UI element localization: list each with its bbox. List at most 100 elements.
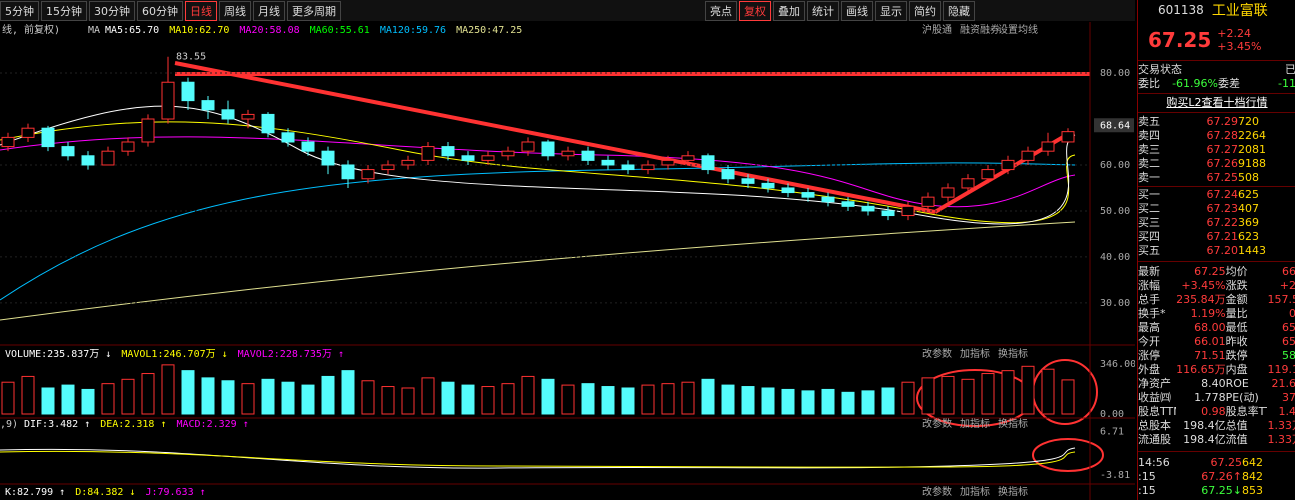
candle-body bbox=[381, 164, 395, 171]
info-row: 买一 67.24 625 bbox=[1138, 188, 1295, 202]
l2-link[interactable]: 购买L2查看十档行情 bbox=[1138, 93, 1295, 113]
tool-button[interactable]: 复权 bbox=[739, 1, 771, 21]
candle-body bbox=[21, 127, 35, 138]
candle-body bbox=[721, 169, 735, 180]
tool-button[interactable]: 简约 bbox=[909, 1, 941, 21]
cell: 买五 bbox=[1138, 244, 1160, 257]
tool-button[interactable]: 显示 bbox=[875, 1, 907, 21]
info-row: 委比 -61.96% 委差 -11 bbox=[1138, 77, 1295, 91]
cell: 21.6 bbox=[1271, 377, 1295, 390]
info-row: 今开 66.01 昨收 65 bbox=[1138, 335, 1295, 349]
volume-bar bbox=[401, 387, 415, 415]
panel-button[interactable]: 换指标 bbox=[998, 485, 1028, 498]
candle-body bbox=[261, 113, 275, 134]
volume-bar bbox=[341, 370, 355, 415]
info-row: 净资产 8.40 ROE 21.6 bbox=[1138, 377, 1295, 391]
candle-body bbox=[161, 81, 175, 120]
tool-group: 亮点 复权 叠加 统计 画线 显示 简约 隐藏 bbox=[705, 1, 975, 21]
panel-button[interactable]: 加指标 bbox=[960, 485, 990, 498]
cell: 买二 bbox=[1138, 202, 1160, 215]
cell: PE(动) bbox=[1225, 391, 1259, 404]
tool-button[interactable]: 隐藏 bbox=[943, 1, 975, 21]
panel-button[interactable]: 沪股通 bbox=[922, 23, 952, 36]
cell: 0 bbox=[1267, 307, 1295, 321]
panel-button[interactable]: 改参数 bbox=[922, 347, 952, 360]
legend-item: K:82.799 ↑ bbox=[5, 487, 65, 498]
info-row: :15 67.26↑ 842 bbox=[1138, 470, 1295, 484]
cell: 1.4 bbox=[1278, 405, 1295, 418]
cell: 67.21 bbox=[1206, 230, 1239, 243]
cell: 198.4亿 bbox=[1183, 433, 1226, 446]
info-row: 卖三 67.27 2081 bbox=[1138, 143, 1295, 157]
dea-line bbox=[0, 450, 1076, 468]
change-pct: +3.45% bbox=[1217, 40, 1262, 53]
panel-button[interactable]: 改参数 bbox=[922, 417, 952, 430]
candle-body bbox=[141, 118, 155, 143]
legend-item: J:79.633 ↑ bbox=[145, 487, 205, 498]
candle-body bbox=[601, 159, 615, 166]
period-tab[interactable]: 60分钟 bbox=[137, 0, 183, 21]
tool-button[interactable]: 叠加 bbox=[773, 1, 805, 21]
candle-body bbox=[501, 150, 515, 157]
cell: 委比 bbox=[1138, 77, 1160, 90]
ma10-line bbox=[0, 121, 1076, 224]
cell: 最高 bbox=[1138, 321, 1160, 334]
cell: -11 bbox=[1278, 77, 1295, 90]
cell: 总手 bbox=[1138, 293, 1160, 306]
y-tick-label: 50.00 bbox=[1100, 206, 1130, 217]
candle-body bbox=[241, 113, 255, 120]
candle-body bbox=[681, 155, 695, 161]
volume-bar bbox=[1041, 368, 1055, 415]
tool-button[interactable]: 亮点 bbox=[705, 1, 737, 21]
cell: ROE bbox=[1225, 377, 1249, 390]
candle-body bbox=[761, 182, 775, 189]
cell: 407 bbox=[1238, 202, 1259, 215]
change-block: +2.24 +3.45% bbox=[1217, 27, 1261, 53]
legend-item: DIF:3.482 ↑ bbox=[24, 419, 90, 430]
period-tab[interactable]: 5分钟 bbox=[0, 0, 39, 21]
candle-body bbox=[941, 187, 955, 198]
panel-button[interactable]: 设置均线 bbox=[998, 23, 1038, 36]
cell: 58 bbox=[1282, 349, 1295, 362]
volume-bar bbox=[921, 377, 935, 415]
candle-body bbox=[101, 150, 115, 166]
y-tick-label: 30.00 bbox=[1100, 298, 1130, 309]
panel-button[interactable]: 融资融券 bbox=[960, 23, 1000, 36]
candle-body bbox=[341, 164, 355, 180]
panel-button[interactable]: 换指标 bbox=[998, 347, 1028, 360]
panel-button[interactable]: 加指标 bbox=[960, 347, 990, 360]
cell: 67.25↓ bbox=[1201, 484, 1242, 497]
cell: 853 bbox=[1242, 484, 1263, 497]
volume-bar bbox=[241, 383, 255, 415]
period-tab[interactable]: 15分钟 bbox=[41, 0, 87, 21]
cell: :15 bbox=[1138, 470, 1156, 483]
price-block: 67.25 +2.24 +3.45% bbox=[1138, 20, 1295, 61]
cell: 67.29 bbox=[1206, 115, 1239, 128]
candle-body bbox=[401, 159, 415, 166]
volume-bar bbox=[21, 375, 35, 415]
panel-button[interactable]: 换指标 bbox=[998, 417, 1028, 430]
period-tab[interactable]: 月线 bbox=[253, 0, 285, 21]
cell: 65 bbox=[1282, 321, 1295, 334]
period-tab[interactable]: 30分钟 bbox=[89, 0, 135, 21]
candle-body bbox=[961, 178, 975, 189]
tool-button[interactable]: 画线 bbox=[841, 1, 873, 21]
volume-bar bbox=[601, 386, 615, 415]
tool-button[interactable]: 统计 bbox=[807, 1, 839, 21]
candle-body bbox=[361, 169, 375, 180]
period-tab[interactable]: 日线 bbox=[185, 0, 217, 21]
period-tab[interactable]: 周线 bbox=[219, 0, 251, 21]
period-tab[interactable]: 更多周期 bbox=[287, 0, 341, 21]
panel-button[interactable]: 加指标 bbox=[960, 417, 990, 430]
cell: 67.27 bbox=[1206, 143, 1239, 156]
ma5-line bbox=[0, 105, 1076, 225]
volume-bar bbox=[541, 378, 555, 415]
panel-button[interactable]: 改参数 bbox=[922, 485, 952, 498]
cell: 67.25 bbox=[1194, 265, 1226, 278]
volume-bar bbox=[621, 387, 635, 415]
volume-bar bbox=[641, 384, 655, 415]
cell: 最新 bbox=[1138, 265, 1160, 278]
